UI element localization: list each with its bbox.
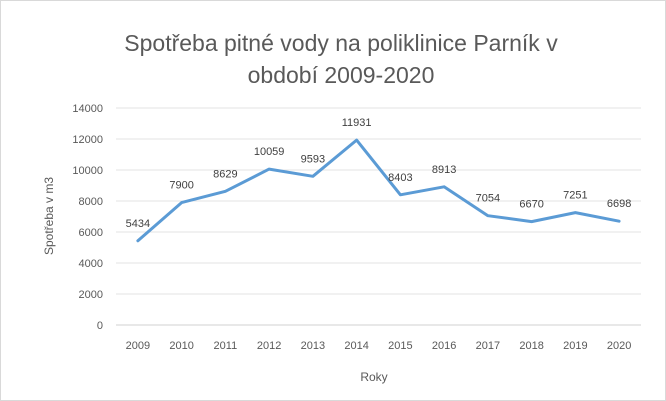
y-tick-label: 12000 xyxy=(72,134,103,146)
y-axis-title: Spotřeba v m3 xyxy=(42,177,56,255)
y-tick-label: 14000 xyxy=(72,103,103,115)
y-tick-label: 10000 xyxy=(72,165,103,177)
y-tick-label: 8000 xyxy=(79,196,103,208)
x-tick-label: 2019 xyxy=(563,340,587,352)
x-tick-label: 2017 xyxy=(476,340,500,352)
gridlines xyxy=(116,107,641,326)
y-tick-label: 0 xyxy=(97,320,103,332)
data-label: 7251 xyxy=(563,190,587,202)
y-tick-label: 6000 xyxy=(79,227,103,239)
x-tick-label: 2015 xyxy=(388,340,412,352)
y-tick-label: 2000 xyxy=(79,289,103,301)
x-tick-label: 2013 xyxy=(301,340,325,352)
series-line xyxy=(136,138,621,243)
x-tick-label: 2012 xyxy=(257,340,281,352)
x-tick-label: 2020 xyxy=(607,340,631,352)
y-tick-label: 4000 xyxy=(79,258,103,270)
x-tick-label: 2014 xyxy=(344,340,368,352)
x-tick-label: 2009 xyxy=(126,340,150,352)
y-axis-ticks: 0 2000 4000 6000 8000 10000 12000 14000 xyxy=(72,103,103,332)
data-label: 8629 xyxy=(213,168,237,180)
data-label: 10059 xyxy=(254,146,285,158)
data-label: 9593 xyxy=(301,153,325,165)
data-label: 6698 xyxy=(607,198,631,210)
data-label: 7054 xyxy=(476,193,500,205)
chart-title-line-2: období 2009-2020 xyxy=(248,62,435,88)
data-label: 8913 xyxy=(432,164,456,176)
x-tick-label: 2016 xyxy=(432,340,456,352)
x-tick-label: 2018 xyxy=(519,340,543,352)
data-label: 8403 xyxy=(388,172,412,184)
data-label: 5434 xyxy=(126,218,150,230)
x-tick-label: 2011 xyxy=(214,340,238,352)
data-labels: 5434 7900 8629 10059 9593 11931 8403 8913 7054 66… xyxy=(126,117,632,230)
x-tick-label: 2010 xyxy=(169,340,193,352)
data-label: 11931 xyxy=(342,117,372,129)
x-axis-ticks: 2009 2010 2011 2012 2013 2014 2015 2016 2017 2018… xyxy=(126,340,632,352)
x-axis-title: Roky xyxy=(360,370,387,384)
data-label: 6670 xyxy=(519,199,543,211)
chart-title-line-1: Spotřeba pitné vody na poliklinice Parní… xyxy=(124,30,558,56)
data-label: 7900 xyxy=(169,180,193,192)
